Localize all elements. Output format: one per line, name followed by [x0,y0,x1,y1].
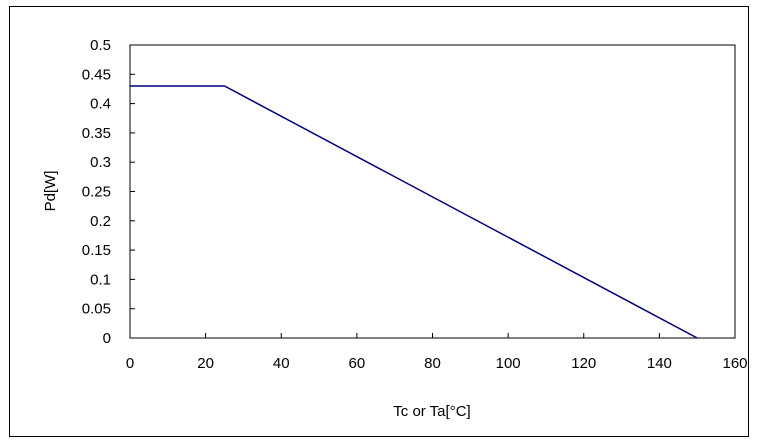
y-axis: 0 0.05 0.1 0.15 0.2 0.25 0.3 0.35 0.4 0.45 0.5 [82,37,135,347]
x-tick-label: 60 [349,355,366,372]
y-tick-label: 0 [103,330,111,347]
x-axis-title: Tc or Ta[°C] [393,403,470,420]
y-tick-label: 0.4 [90,96,111,113]
series-layer [130,85,698,339]
y-axis-title: Pd[W] [42,171,59,212]
x-tick-label: 140 [647,355,672,372]
y-tick-label: 0.25 [82,184,111,201]
y-tick-label: 0.45 [82,66,111,83]
y-tick-label: 0.05 [82,301,111,318]
x-axis: 0 20 40 60 80 100 120 140 160 [126,333,748,372]
series-line [130,85,698,339]
y-tick-label: 0.3 [90,154,111,171]
y-tick-label: 0.35 [82,125,111,142]
y-tick-label: 0.2 [90,213,111,230]
plot-area [129,44,736,339]
x-tick-label: 80 [424,355,441,372]
y-tick-label: 0.5 [90,37,111,54]
x-tick-label: 100 [496,355,521,372]
x-tick-label: 0 [126,355,134,372]
x-tick-label: 20 [197,355,214,372]
x-tick-label: 120 [571,355,596,372]
chart-area [9,6,749,437]
y-tick-label: 0.1 [90,271,111,288]
y-tick-label: 0.15 [82,242,111,259]
x-tick-label: 40 [273,355,290,372]
x-tick-label: 160 [722,355,747,372]
